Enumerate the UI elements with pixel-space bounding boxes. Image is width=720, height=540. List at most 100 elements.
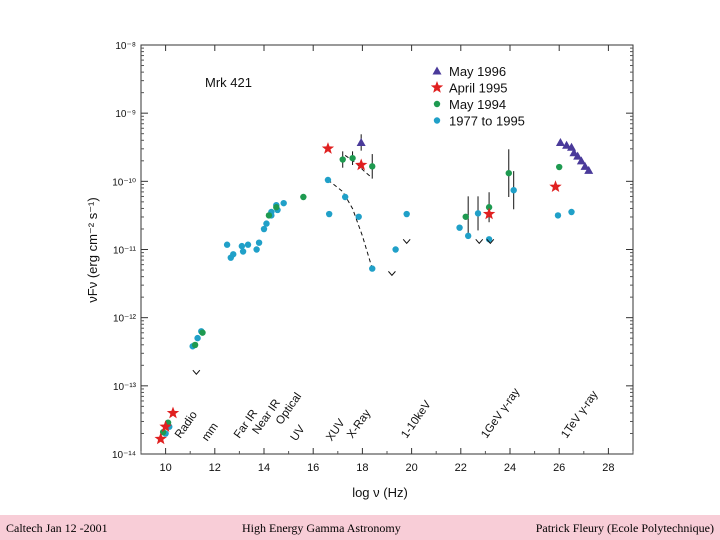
point-series-3 — [255, 239, 263, 246]
point-series-3 — [260, 225, 268, 233]
chart-title: Mrk 421 — [205, 75, 252, 90]
upper-limit-mark — [486, 238, 495, 245]
legend-label: 1977 to 1995 — [449, 114, 525, 129]
band-label: XUV — [324, 417, 348, 444]
point-series-2 — [505, 169, 512, 177]
model-curves — [327, 155, 373, 269]
point-series-2 — [273, 204, 280, 211]
band-label: X-Ray — [345, 407, 373, 440]
footer-left: Caltech Jan 12 -2001 — [6, 521, 108, 535]
point-series-1 — [159, 420, 172, 432]
y-tick-label: 10⁻¹⁰ — [112, 177, 136, 188]
x-tick-label: 20 — [405, 462, 417, 474]
point-series-3 — [554, 212, 562, 219]
error-bars — [342, 134, 515, 238]
sed-chart: 10 12 14 16 18 20 22 24 26 28 10⁻⁸ 10⁻⁹ 10⁻¹⁰ 10⁻¹¹ 10… — [85, 41, 634, 500]
x-tick-label: 12 — [209, 462, 221, 474]
y-tick-label: 10⁻⁸ — [115, 41, 136, 52]
point-series-3 — [341, 193, 349, 201]
point-series-3 — [263, 220, 270, 227]
data-points — [154, 137, 594, 445]
point-series-3 — [194, 334, 201, 342]
point-series-2 — [462, 213, 469, 220]
x-tick-label: 16 — [307, 462, 319, 474]
point-series-0 — [573, 151, 583, 160]
upper-limit-mark — [388, 271, 396, 277]
point-series-1 — [166, 406, 180, 419]
point-series-2 — [159, 428, 167, 436]
legend-label: May 1996 — [449, 64, 506, 79]
point-series-0 — [562, 140, 572, 149]
point-series-0 — [555, 137, 565, 146]
point-series-3 — [355, 213, 362, 220]
point-series-1 — [549, 180, 562, 192]
legend-marker — [433, 117, 441, 124]
point-series-3 — [324, 176, 332, 184]
band-label: 1-10keV — [399, 398, 434, 440]
point-series-3 — [239, 248, 247, 255]
y-tick-label: 10⁻¹⁴ — [112, 450, 136, 461]
point-series-2 — [265, 212, 273, 219]
point-series-3 — [227, 254, 234, 261]
point-series-1 — [482, 207, 496, 220]
point-series-0 — [356, 137, 366, 146]
y-tick-label: 10⁻¹¹ — [113, 246, 137, 257]
y-tick-label: 10⁻¹³ — [113, 382, 137, 393]
band-label: 1GeV γ-ray — [479, 386, 522, 441]
point-series-1 — [321, 142, 335, 154]
point-series-2 — [349, 154, 356, 162]
legend-marker — [432, 66, 442, 75]
upper-limit-mark — [402, 238, 411, 245]
point-series-2 — [556, 163, 563, 171]
footer-center: High Energy Gamma Astronomy — [242, 521, 401, 535]
point-series-3 — [464, 232, 472, 240]
point-series-3 — [280, 199, 287, 207]
point-series-3 — [568, 208, 575, 216]
legend-marker — [430, 81, 444, 93]
point-series-2 — [191, 341, 199, 349]
x-axis-label: log ν (Hz) — [352, 485, 408, 500]
point-series-3 — [456, 224, 463, 231]
x-tick-label: 26 — [553, 462, 565, 474]
x-tick-label: 24 — [504, 462, 516, 474]
x-tick-label: 22 — [455, 462, 467, 474]
band-label: mm — [200, 421, 221, 444]
legend-label: May 1994 — [449, 97, 506, 112]
point-series-3 — [474, 210, 482, 217]
band-label: UV — [289, 423, 308, 443]
point-series-2 — [485, 204, 493, 211]
y-axis-label: νFν (erg cm⁻² s⁻¹) — [85, 197, 100, 302]
footer-bar: Caltech Jan 12 -2001 High Energy Gamma A… — [0, 515, 720, 540]
point-series-3 — [403, 210, 410, 218]
y-tick-label: 10⁻¹² — [113, 314, 137, 325]
band-label: 1TeV γ-ray — [559, 389, 600, 441]
point-series-1 — [355, 158, 368, 171]
x-tick-label: 18 — [356, 462, 368, 474]
band-label: Radio — [173, 409, 200, 441]
point-series-3 — [253, 246, 260, 253]
upper-limit-mark — [475, 238, 484, 245]
point-series-3 — [325, 210, 333, 218]
x-tick-label: 28 — [602, 462, 614, 474]
point-series-3 — [238, 242, 246, 250]
point-series-2 — [300, 193, 307, 201]
legend-label: April 1995 — [449, 81, 508, 96]
point-series-3 — [485, 236, 493, 243]
plot-frame — [140, 44, 634, 455]
legend-marker — [433, 100, 441, 108]
point-series-3 — [369, 265, 376, 272]
point-series-3 — [223, 241, 231, 248]
point-series-0 — [576, 156, 586, 165]
upper-limit-mark — [192, 369, 201, 375]
point-series-2 — [369, 163, 376, 170]
point-series-2 — [339, 156, 346, 163]
point-series-0 — [584, 165, 594, 174]
point-series-3 — [244, 241, 252, 248]
point-series-3 — [392, 246, 399, 253]
footer-right: Patrick Fleury (Ecole Polytechnique) — [535, 521, 714, 535]
axis-ticks: 10 12 14 16 18 20 22 24 26 28 10⁻⁸ 10⁻⁹ 10⁻¹⁰ 10⁻¹¹ 10… — [112, 41, 634, 474]
point-series-2 — [199, 329, 206, 336]
point-series-1 — [154, 432, 167, 445]
